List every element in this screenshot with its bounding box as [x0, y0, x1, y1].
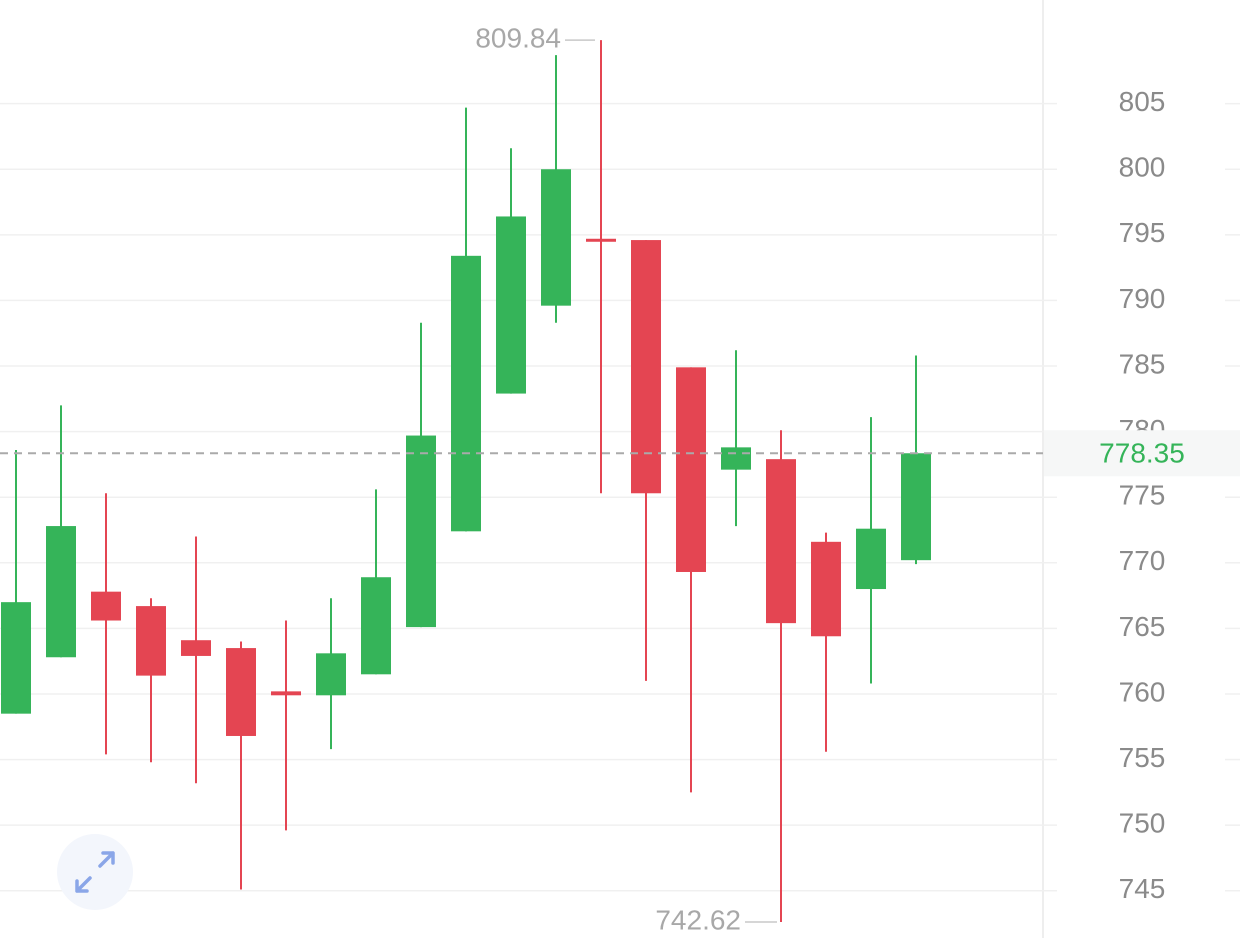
y-tick-label: 795 — [1119, 217, 1166, 248]
y-tick-label: 800 — [1119, 152, 1166, 183]
last-price-label: 778.35 — [1099, 438, 1185, 469]
candle-body — [226, 648, 256, 736]
candle-body — [766, 459, 796, 624]
y-tick-label: 745 — [1119, 873, 1166, 904]
candle-body — [496, 216, 526, 394]
expand-icon[interactable] — [75, 851, 115, 893]
y-tick-label: 760 — [1119, 676, 1166, 707]
candle-body — [856, 528, 886, 590]
y-tick-label: 750 — [1119, 808, 1166, 839]
y-tick-label: 790 — [1119, 283, 1166, 314]
candle-body — [631, 240, 661, 494]
candle-body — [271, 691, 301, 696]
y-tick-label: 785 — [1119, 348, 1166, 379]
y-tick-label: 775 — [1119, 480, 1166, 511]
candle-body — [901, 453, 931, 561]
candle-body — [316, 653, 346, 696]
overlay: 809.84 742.62 778.35 — [0, 23, 1240, 935]
candle-body — [136, 606, 166, 676]
candles — [1, 40, 931, 922]
expand-button[interactable] — [57, 834, 133, 910]
candle-body — [676, 367, 706, 572]
y-tick-label: 770 — [1119, 545, 1166, 576]
y-tick-label: 755 — [1119, 742, 1166, 773]
max-label: 809.84 — [475, 23, 561, 54]
candle-body — [451, 255, 481, 532]
candle-body — [586, 238, 616, 242]
min-label: 742.62 — [655, 904, 741, 935]
last-price-box — [1044, 430, 1240, 477]
candle-body — [91, 591, 121, 621]
candle-body — [361, 577, 391, 675]
candle-body — [811, 541, 841, 637]
candle-body — [541, 169, 571, 306]
candle-body — [1, 602, 31, 714]
candle-body — [181, 640, 211, 656]
expand-button-bg[interactable] — [57, 834, 133, 910]
y-tick-label: 805 — [1119, 86, 1166, 117]
candle-body — [721, 447, 751, 470]
y-tick-label: 765 — [1119, 611, 1166, 642]
candle-body — [406, 435, 436, 628]
candle-body — [46, 526, 76, 658]
